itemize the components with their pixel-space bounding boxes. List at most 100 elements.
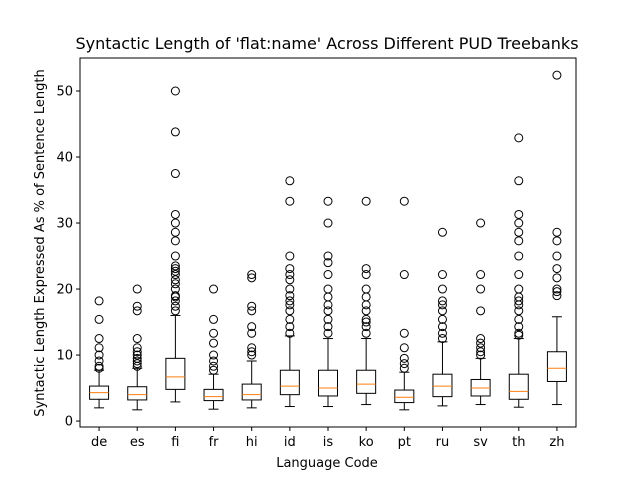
flier-th <box>514 218 524 228</box>
chart-title: Syntactic Length of 'flat:name' Across D… <box>75 34 578 53</box>
flier-pt <box>399 270 409 280</box>
box-es <box>127 386 148 401</box>
flier-th <box>514 227 524 237</box>
flier-hi <box>247 350 257 360</box>
flier-is <box>323 251 333 261</box>
flier-id <box>285 322 295 332</box>
flier-ru <box>437 328 447 338</box>
flier-sv <box>476 284 486 294</box>
y-tick-label: 20 <box>56 283 73 298</box>
flier-hi <box>247 301 257 311</box>
flier-id <box>285 176 295 186</box>
flier-ko <box>361 306 371 316</box>
flier-es <box>132 359 142 369</box>
flier-fi <box>170 291 180 301</box>
flier-zh <box>552 287 562 297</box>
flier-is <box>323 284 333 294</box>
flier-ru <box>437 300 447 310</box>
x-tick-label: sv <box>473 435 488 450</box>
y-tick-label: 50 <box>56 85 73 100</box>
flier-fi <box>170 306 180 316</box>
flier-ko <box>361 196 371 206</box>
x-tick-label: fi <box>171 435 179 450</box>
flier-fi <box>170 296 180 306</box>
flier-pt <box>399 363 409 373</box>
flier-ko <box>361 284 371 294</box>
flier-id <box>285 284 295 294</box>
flier-fi <box>170 236 180 246</box>
flier-is <box>323 258 333 268</box>
x-tick-label: zh <box>549 435 564 450</box>
flier-id <box>285 300 295 310</box>
x-tick-label: pt <box>398 435 411 450</box>
flier-ko <box>361 270 371 280</box>
flier-is <box>323 306 333 316</box>
flier-hi <box>247 306 257 316</box>
flier-fi <box>170 279 180 289</box>
flier-id <box>285 251 295 261</box>
flier-th <box>514 296 524 306</box>
y-tick-label: 10 <box>56 349 73 364</box>
flier-zh <box>552 264 562 274</box>
flier-th <box>514 270 524 280</box>
flier-sv <box>476 347 486 357</box>
flier-de <box>94 314 104 324</box>
flier-sv <box>476 270 486 280</box>
box-pt <box>394 389 415 404</box>
box-id <box>279 369 300 396</box>
flier-th <box>514 314 524 324</box>
flier-is <box>323 300 333 310</box>
flier-fi <box>170 218 180 228</box>
flier-de <box>94 296 104 306</box>
flier-ru <box>437 322 447 332</box>
box-is <box>318 369 338 397</box>
flier-ko <box>361 314 371 324</box>
flier-fi <box>170 169 180 179</box>
flier-ko <box>361 300 371 310</box>
flier-fr <box>209 314 219 324</box>
flier-fi <box>170 209 180 219</box>
flier-id <box>285 328 295 338</box>
flier-th <box>514 322 524 332</box>
box-fr <box>203 388 224 402</box>
flier-ru <box>437 227 447 237</box>
flier-is <box>323 218 333 228</box>
flier-sv <box>476 334 486 344</box>
flier-fi <box>170 261 180 271</box>
box-fi <box>165 357 186 390</box>
flier-hi <box>247 273 257 283</box>
flier-ru <box>437 306 447 316</box>
flier-is <box>323 270 333 280</box>
y-tick-label: 30 <box>56 217 73 232</box>
flier-ko <box>361 322 371 332</box>
flier-fr <box>209 284 219 294</box>
x-tick-label: id <box>284 435 296 450</box>
flier-fi <box>170 86 180 96</box>
flier-is <box>323 328 333 338</box>
flier-de <box>94 356 104 366</box>
flier-sv <box>476 350 486 360</box>
flier-id <box>285 306 295 316</box>
flier-sv <box>476 343 486 353</box>
flier-fi <box>170 251 180 261</box>
flier-fr <box>209 365 219 375</box>
y-axis-label: Syntactic Length Expressed As % of Sente… <box>33 69 48 416</box>
flier-fi <box>170 266 180 276</box>
flier-fi <box>170 270 180 280</box>
flier-fr <box>209 350 219 360</box>
flier-ru <box>437 284 447 294</box>
flier-is <box>323 322 333 332</box>
flier-fi <box>170 264 180 274</box>
y-tick-label: 40 <box>56 151 73 166</box>
flier-zh <box>552 227 562 237</box>
flier-hi <box>247 347 257 357</box>
flier-ko <box>361 264 371 274</box>
flier-id <box>285 196 295 206</box>
flier-fi <box>170 275 180 285</box>
flier-id <box>285 314 295 324</box>
x-tick-label: hi <box>246 435 258 450</box>
flier-id <box>285 291 295 301</box>
flier-pt <box>399 359 409 369</box>
plot-area: 0 10 20 30 40 50 de es fi fr hi id is ko pt ru sv th zh <box>56 57 577 450</box>
